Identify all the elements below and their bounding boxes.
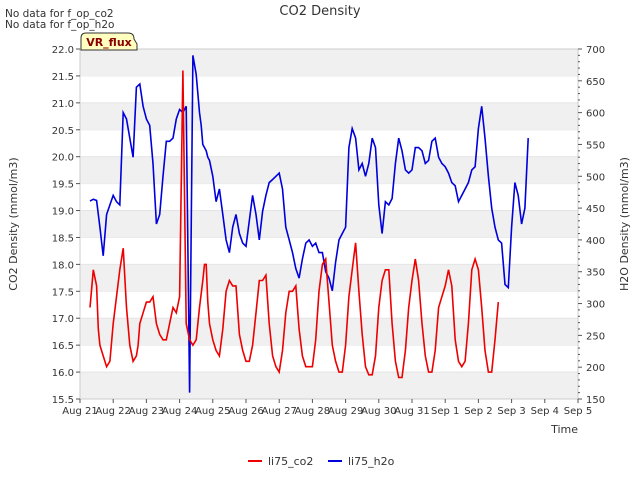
y-tick-label: 20.0 xyxy=(52,153,74,164)
y-tick-label: 16.0 xyxy=(52,368,74,379)
x-tick-label: Aug 23 xyxy=(129,406,164,417)
y-tick-label: 18.5 xyxy=(52,233,74,244)
y-tick-label: 19.0 xyxy=(52,207,74,218)
y2-tick-label: 150 xyxy=(586,395,605,406)
x-tick-label: Aug 31 xyxy=(394,406,429,417)
vr-flux-badge: VR_flux xyxy=(80,32,138,51)
y-tick-label: 17.5 xyxy=(52,287,74,298)
y-tick-label: 18.0 xyxy=(52,260,74,271)
legend-label-co2: li75_co2 xyxy=(268,455,313,468)
y-tick-label: 19.5 xyxy=(52,180,74,191)
right-axis-ticks: 150 200 250 300 350 400 450 500 550 600 650 700 xyxy=(578,45,605,406)
x-tick-label: Aug 26 xyxy=(228,406,263,417)
y2-tick-label: 400 xyxy=(586,236,605,247)
y2-tick-label: 350 xyxy=(586,268,605,279)
x-tick-label: Aug 28 xyxy=(295,406,330,417)
x-tick-label: Sep 5 xyxy=(564,406,592,417)
x-axis-label: Time xyxy=(550,423,578,436)
y2-tick-label: 600 xyxy=(586,109,605,120)
grid-band xyxy=(80,318,578,346)
y2-axis-label: H2O Density (mmol/m3) xyxy=(618,157,631,291)
y2-tick-label: 500 xyxy=(586,172,605,183)
y-tick-label: 16.5 xyxy=(52,341,74,352)
x-tick-label: Sep 3 xyxy=(497,406,525,417)
legend-label-h2o: li75_h2o xyxy=(348,455,395,468)
y2-tick-label: 650 xyxy=(586,77,605,88)
grid-band xyxy=(80,372,578,399)
x-tick-label: Sep 2 xyxy=(464,406,492,417)
chart-title: CO2 Density xyxy=(279,4,360,19)
badge-label: VR_flux xyxy=(86,36,132,49)
x-tick-label: Aug 25 xyxy=(195,406,230,417)
y2-tick-label: 250 xyxy=(586,331,605,342)
left-axis-ticks: 15.5 16.0 16.5 17.0 17.5 18.0 18.5 19.0 19.5 20.0… xyxy=(52,45,80,406)
x-tick-label: Aug 24 xyxy=(162,406,197,417)
x-tick-label: Aug 30 xyxy=(361,406,396,417)
series-line-co2 xyxy=(89,70,500,379)
no-data-note-co2: No data for f_op_co2 xyxy=(5,8,114,20)
x-tick-label: Aug 27 xyxy=(261,406,296,417)
y-tick-label: 20.5 xyxy=(52,126,74,137)
grid-bands xyxy=(80,48,578,399)
grid-band xyxy=(80,210,578,238)
plot-frame xyxy=(79,48,579,400)
badge-background xyxy=(80,32,138,51)
x-tick-label: Aug 29 xyxy=(328,406,363,417)
no-data-note-h2o: No data for f_op_h2o xyxy=(5,19,114,31)
legend: li75_co2 li75_h2o xyxy=(248,455,395,468)
y-tick-label: 17.0 xyxy=(52,314,74,325)
grid-band xyxy=(80,102,578,130)
y-tick-label: 22.0 xyxy=(52,45,74,56)
y2-tick-label: 450 xyxy=(586,204,605,215)
x-tick-label: Sep 4 xyxy=(531,406,559,417)
y2-tick-label: 300 xyxy=(586,300,605,311)
y-tick-label: 15.5 xyxy=(52,395,74,406)
y-tick-label: 21.0 xyxy=(52,99,74,110)
y2-tick-label: 700 xyxy=(586,45,605,56)
x-tick-label: Sep 1 xyxy=(431,406,459,417)
x-tick-label: Aug 22 xyxy=(95,406,130,417)
grid-band xyxy=(80,49,578,76)
y2-tick-label: 200 xyxy=(586,363,605,374)
x-tick-label: Aug 21 xyxy=(62,406,97,417)
y-tick-label: 21.5 xyxy=(52,72,74,83)
series-line-h2o xyxy=(89,55,529,393)
y-axis-label: CO2 Density (mmol/m3) xyxy=(7,157,20,290)
y2-tick-label: 550 xyxy=(586,140,605,151)
